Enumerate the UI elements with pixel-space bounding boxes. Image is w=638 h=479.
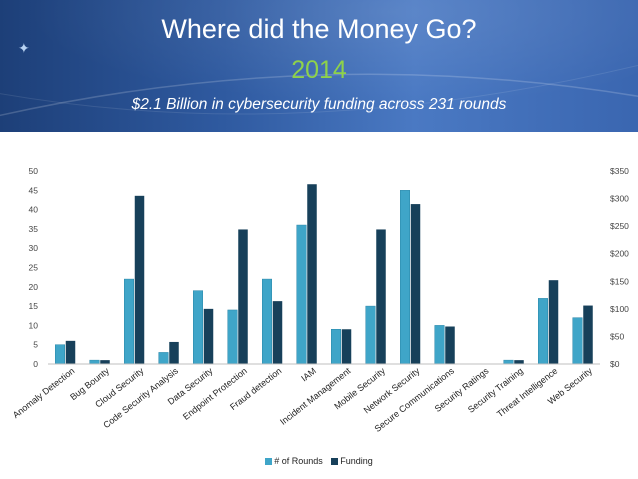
left-tick-label: 10	[29, 320, 39, 330]
legend-label-funding: Funding	[340, 456, 373, 466]
right-tick-label: $350	[610, 166, 629, 176]
bar-funding	[272, 301, 283, 364]
legend-label-rounds: # of Rounds	[274, 456, 323, 466]
bar-rounds	[572, 317, 583, 365]
right-tick-label: $300	[610, 194, 629, 204]
bar-rounds	[55, 344, 65, 365]
slide-subtitle: $2.1 Billion in cybersecurity funding ac…	[131, 96, 507, 113]
legend-item-funding: Funding	[331, 456, 373, 466]
bar-funding	[307, 184, 317, 364]
chart-legend: # of Rounds Funding	[0, 456, 638, 466]
bar-rounds	[503, 359, 514, 365]
left-tick-label: 45	[29, 185, 39, 195]
bar-rounds	[538, 298, 548, 365]
bar-funding	[203, 308, 214, 364]
right-tick-label: $150	[610, 276, 629, 286]
sparkle-icon: ✦	[18, 40, 30, 56]
bar-rounds	[296, 224, 307, 365]
bar-funding	[376, 229, 386, 364]
bar-rounds	[124, 278, 134, 365]
left-tick-label: 25	[29, 263, 39, 273]
left-tick-label: 50	[29, 166, 39, 176]
slide-year: 2014	[291, 56, 347, 84]
title-banner: ✦ Where did the Money Go? 2014 $2.1 Bill…	[0, 0, 638, 132]
bar-rounds	[365, 305, 376, 365]
category-label: Anomaly Detection	[11, 366, 77, 420]
bar-funding	[514, 360, 524, 364]
right-tick-label: $100	[610, 304, 629, 314]
right-tick-label: $0	[610, 359, 620, 369]
bar-rounds	[262, 278, 272, 365]
bar-funding	[134, 195, 145, 364]
category-label: Threat Intelligence	[495, 366, 560, 419]
bar-rounds	[331, 329, 341, 365]
legend-item-rounds: # of Rounds	[265, 456, 323, 466]
left-tick-label: 20	[29, 282, 39, 292]
funding-bar-chart: 0 5 10 15 20 25 30 35 40 45 50 $0 $50 $100 $150 $200 $2…	[11, 166, 629, 434]
left-tick-label: 40	[29, 205, 39, 215]
bar-rounds	[400, 190, 410, 365]
right-tick-label: $200	[610, 249, 629, 259]
right-tick-label: $250	[610, 221, 629, 231]
bar-funding	[238, 229, 248, 364]
category-label: IAM	[299, 366, 318, 384]
banner-decoration	[0, 64, 638, 117]
bar-funding	[341, 329, 352, 364]
legend-swatch-rounds	[265, 458, 273, 466]
bar-group	[55, 184, 593, 365]
left-tick-label: 15	[29, 301, 39, 311]
right-tick-label: $50	[610, 331, 624, 341]
bar-rounds	[434, 325, 445, 365]
right-axis: $0 $50 $100 $150 $200 $250 $300 $350	[610, 166, 629, 369]
left-tick-label: 5	[33, 340, 38, 350]
left-tick-label: 0	[33, 359, 38, 369]
bar-rounds	[193, 290, 203, 365]
bar-funding	[100, 360, 110, 364]
left-tick-label: 35	[29, 224, 39, 234]
bar-funding	[583, 305, 593, 364]
bar-funding	[410, 204, 421, 364]
left-tick-label: 30	[29, 243, 39, 253]
left-axis: 0 5 10 15 20 25 30 35 40 45 50	[29, 166, 39, 369]
bar-funding	[169, 341, 179, 364]
slide-title: Where did the Money Go?	[161, 14, 477, 44]
category-label: Endpoint Protection	[181, 366, 249, 422]
bar-rounds	[89, 359, 100, 365]
bar-funding	[445, 326, 455, 364]
bar-rounds	[158, 352, 169, 365]
bar-rounds	[227, 309, 238, 365]
legend-swatch-funding	[331, 458, 339, 466]
bar-funding	[548, 280, 559, 364]
bar-funding	[65, 340, 76, 364]
